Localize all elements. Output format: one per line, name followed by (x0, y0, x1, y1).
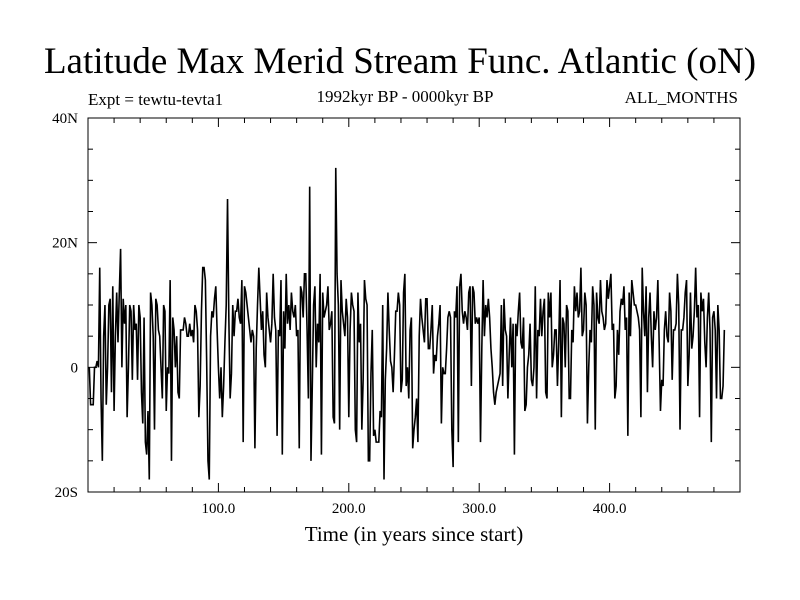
period-label: 1992kyr BP - 0000kyr BP (316, 87, 494, 106)
x-tick-label: 300.0 (462, 501, 496, 517)
series-group (88, 167, 726, 480)
y-tick-label: 20N (52, 236, 78, 252)
axes: 100.0 200.0 300.0 400.0 40N 20N 0 20S (52, 111, 740, 517)
y-tick-label: 20S (55, 485, 78, 501)
x-tick-label: 100.0 (202, 501, 236, 517)
x-tick-label: 400.0 (593, 501, 627, 517)
y-tick-label: 40N (52, 111, 78, 127)
series-line (88, 167, 726, 480)
months-label: ALL_MONTHS (624, 88, 738, 107)
x-axis-label: Time (in years since start) (304, 522, 524, 546)
experiment-label: Expt = tewtu-tevta1 (88, 90, 224, 109)
x-tick-label: 200.0 (332, 501, 366, 517)
y-tick-label: 0 (71, 360, 79, 376)
chart-title: Latitude Max Merid Stream Func. Atlantic… (43, 41, 757, 82)
